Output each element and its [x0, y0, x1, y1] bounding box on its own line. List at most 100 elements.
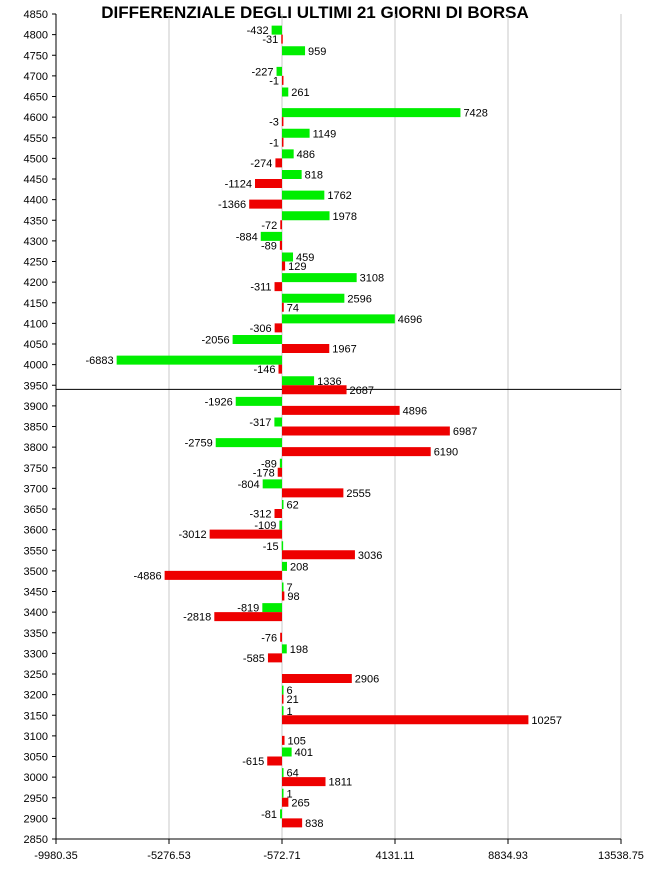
y-tick-label: 2950 [24, 793, 48, 805]
bar-green [282, 788, 284, 798]
y-tick-label: 3000 [24, 772, 48, 784]
data-label: 7428 [463, 108, 487, 120]
data-label: 6 [287, 685, 293, 697]
data-label: -2759 [185, 438, 213, 450]
bar-green [282, 170, 302, 179]
bar-red [274, 509, 282, 518]
bar-green [282, 500, 284, 509]
data-label: 74 [287, 302, 299, 314]
data-label: 265 [291, 797, 309, 809]
y-tick-label: 4050 [24, 339, 48, 351]
data-label: -15 [263, 541, 279, 553]
bar-red [280, 220, 282, 230]
bar-red [281, 137, 284, 147]
data-label: 1 [287, 706, 293, 718]
data-label: 2555 [346, 488, 370, 500]
bar-red [281, 117, 284, 127]
data-label: -178 [253, 467, 275, 479]
data-label: 10257 [531, 715, 562, 727]
bar-green [282, 314, 395, 324]
y-tick-label: 4800 [24, 30, 48, 42]
data-label: 1762 [327, 190, 351, 202]
y-tick-label: 3650 [24, 504, 48, 516]
bar-red [279, 240, 282, 250]
y-tick-label: 4200 [24, 277, 48, 289]
bar-green [279, 458, 282, 468]
bar-green [282, 293, 345, 303]
bar-red [275, 158, 282, 168]
data-label: 198 [290, 644, 308, 656]
y-tick-label: 3500 [24, 566, 48, 578]
x-tick-label: -5276.53 [147, 850, 190, 862]
bar-green [235, 396, 282, 406]
data-label: 1978 [333, 211, 357, 223]
bar-red [164, 570, 282, 580]
bar-red [282, 735, 285, 745]
data-label: 6190 [434, 447, 458, 459]
data-label: -1366 [218, 199, 246, 211]
bar-red [209, 529, 282, 539]
y-tick-label: 3900 [24, 401, 48, 413]
bar-green [282, 768, 284, 778]
data-label: 401 [295, 747, 313, 759]
bar-green [282, 747, 292, 757]
bar-green [116, 355, 282, 365]
data-label: 208 [290, 561, 308, 573]
data-label: -146 [253, 364, 275, 376]
chart-title: DIFFERENZIALE DEGLI ULTIMI 21 GIORNI DI … [101, 3, 529, 22]
data-label: 62 [287, 500, 299, 512]
y-tick-label: 3750 [24, 463, 48, 475]
data-label: -432 [247, 25, 269, 37]
bar-green [282, 644, 287, 654]
y-tick-label: 2850 [24, 834, 48, 846]
data-label: -81 [261, 809, 277, 821]
data-label: -2818 [183, 612, 211, 624]
data-label: -3 [269, 117, 279, 129]
data-label: 1149 [313, 128, 337, 140]
bar-green [282, 46, 306, 56]
y-tick-label: 3950 [24, 380, 48, 392]
data-label: 21 [287, 694, 299, 706]
bar-red [282, 302, 284, 312]
y-tick-label: 4650 [24, 92, 48, 104]
bar-red [282, 674, 352, 683]
data-label: 7 [287, 582, 293, 594]
data-label: -89 [261, 458, 277, 470]
bar-green [282, 685, 284, 695]
data-label: -3012 [179, 529, 207, 541]
bar-red [214, 612, 282, 622]
y-tick-label: 3700 [24, 483, 48, 495]
bar-red [282, 694, 284, 704]
y-tick-label: 4700 [24, 71, 48, 83]
data-label: -1 [269, 75, 279, 87]
x-tick-label: -9980.35 [34, 850, 77, 862]
data-label: -884 [236, 231, 258, 243]
bar-red [282, 261, 286, 271]
data-label: -6883 [86, 355, 114, 367]
y-tick-label: 4400 [24, 195, 48, 207]
data-label: 1 [287, 788, 293, 800]
data-label: -317 [249, 417, 271, 429]
bar-green [282, 87, 289, 97]
bar-red [281, 34, 283, 44]
y-tick-label: 4450 [24, 174, 48, 186]
bar-green [282, 211, 330, 221]
y-tick-label: 3350 [24, 628, 48, 640]
bar-green [282, 128, 310, 138]
data-label: -311 [250, 282, 271, 294]
data-label: 3036 [358, 550, 382, 562]
data-label: 838 [305, 818, 323, 830]
data-label: -804 [238, 479, 260, 491]
data-label: -274 [250, 158, 272, 170]
data-label: -109 [254, 520, 276, 532]
data-label: -615 [242, 756, 264, 768]
data-label: 2906 [355, 674, 379, 686]
y-tick-label: 4600 [24, 112, 48, 124]
bar-green [280, 809, 282, 819]
data-label: 6987 [453, 426, 477, 438]
y-tick-label: 4550 [24, 133, 48, 145]
bar-green [262, 479, 282, 489]
bar-green [282, 582, 284, 592]
data-label: 818 [305, 170, 323, 182]
